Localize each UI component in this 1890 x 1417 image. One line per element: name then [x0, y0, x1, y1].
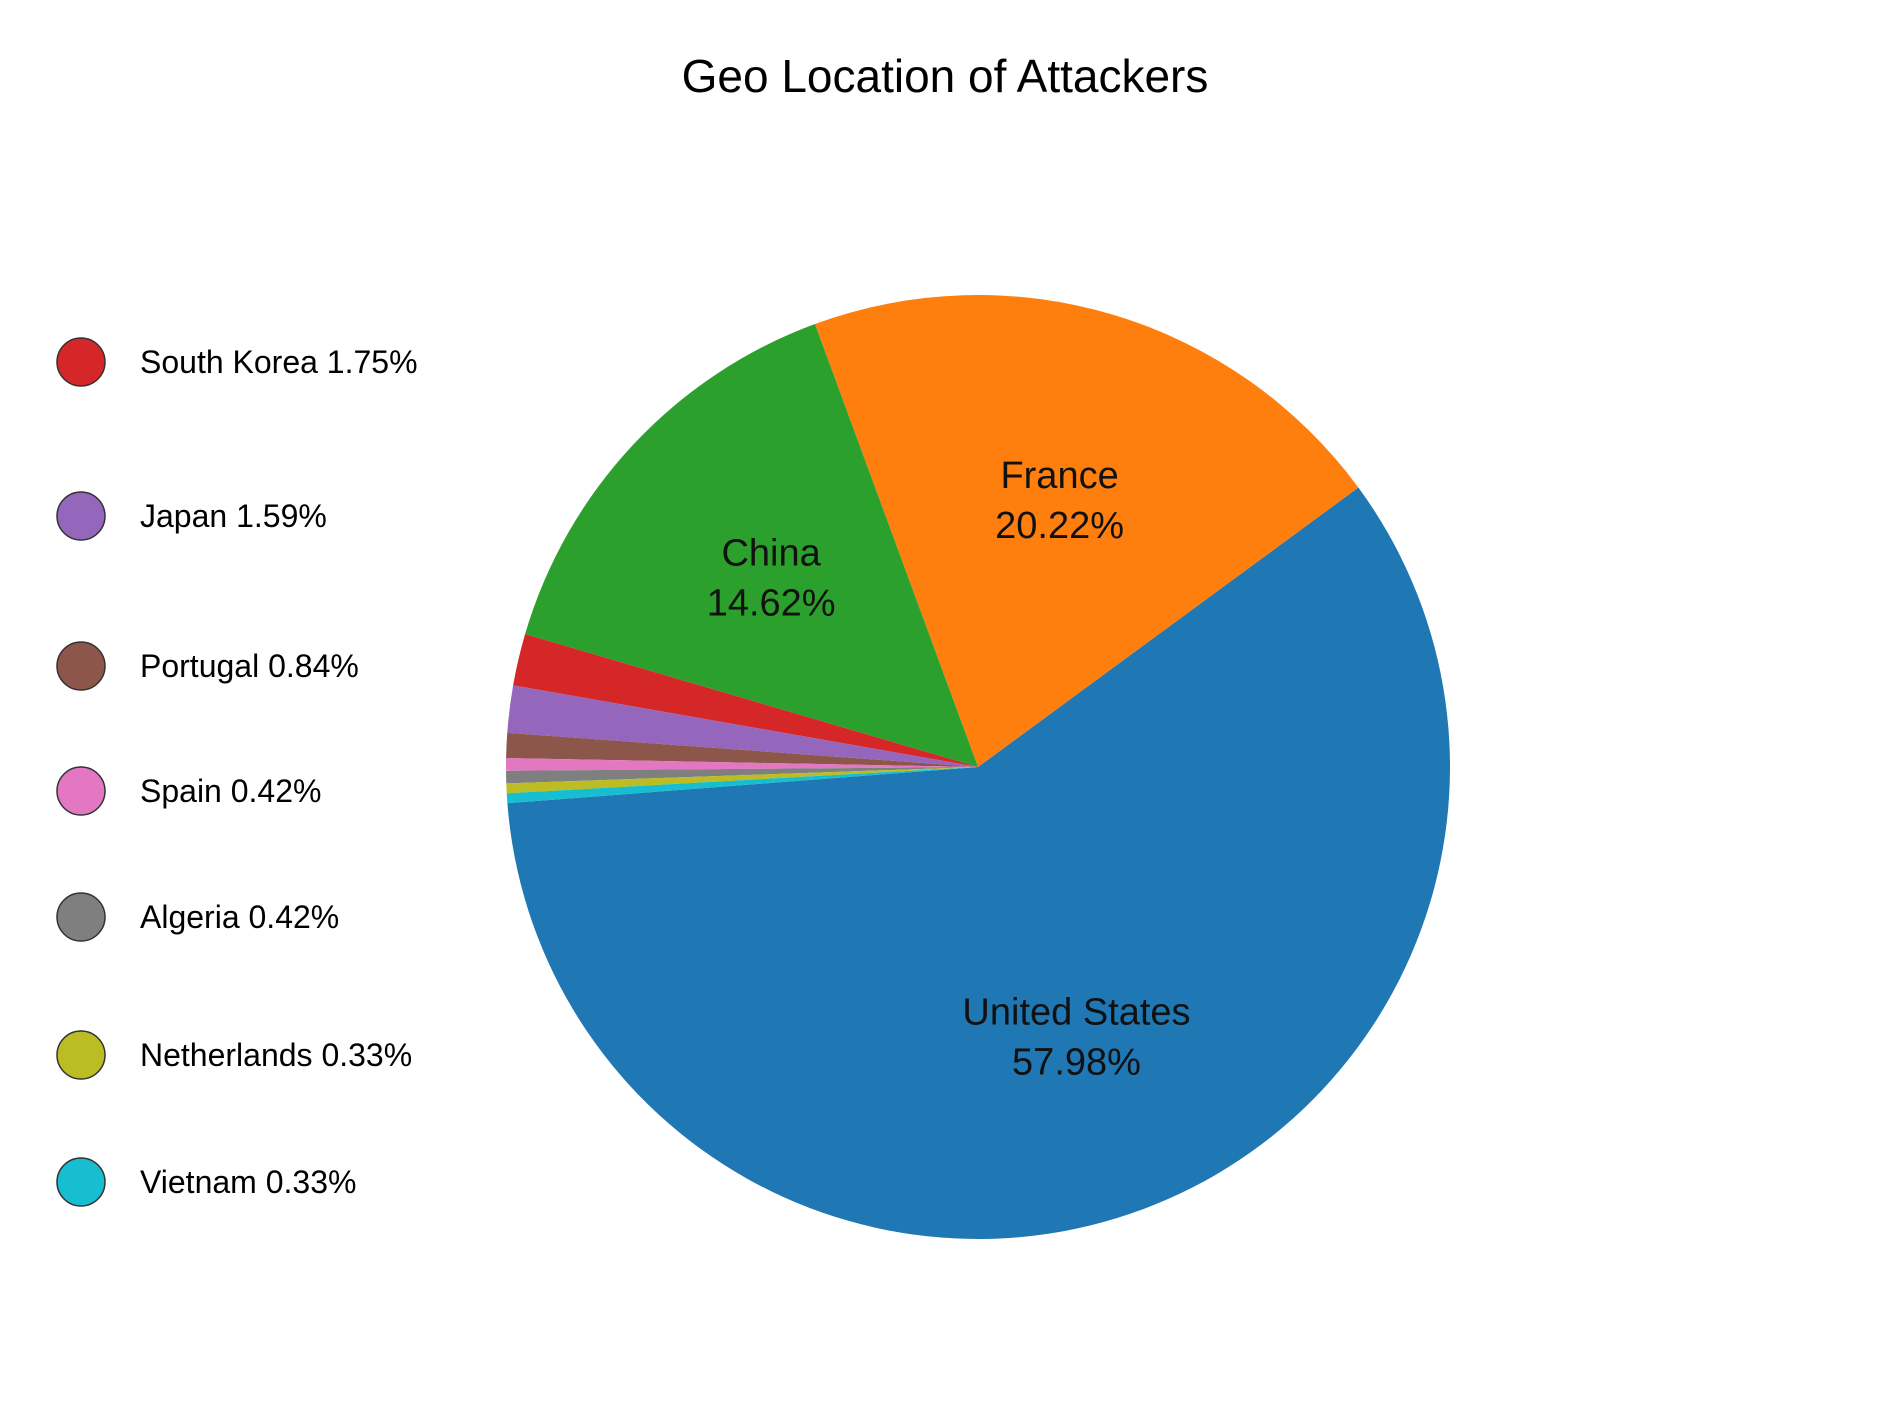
legend-swatch-0	[56, 337, 106, 387]
pie-slice-south-korea	[513, 634, 978, 767]
legend-label-2: Portugal 0.84%	[140, 648, 359, 684]
legend-swatch-6	[56, 1157, 106, 1207]
pie-slices	[506, 295, 1451, 1240]
legend-swatch-3	[56, 766, 106, 816]
legend-swatch-2	[56, 641, 106, 691]
pie-slice-algeria	[506, 767, 978, 784]
legend-label-4: Algeria 0.42%	[140, 899, 339, 935]
legend-swatch-5	[56, 1030, 106, 1080]
chart-title: Geo Location of Attackers	[682, 50, 1209, 102]
legend-swatch-4	[56, 892, 106, 942]
pie-slice-vietnam	[506, 767, 978, 804]
pie-labels: United States 57.98% France 20.22% China 14.6…	[707, 455, 1191, 1084]
pie-slice-portugal	[506, 732, 978, 767]
pie-slice-japan	[507, 685, 978, 767]
legend: South Korea 1.75% Japan 1.59% Portugal 0.8…	[56, 337, 418, 1207]
legend-label-5: Netherlands 0.33%	[140, 1037, 412, 1073]
pie-slice-united-states	[507, 487, 1451, 1240]
legend-label-1: Japan 1.59%	[140, 498, 327, 534]
slice-value-united-states: 57.98%	[1012, 1042, 1141, 1084]
pie-slice-netherlands	[506, 767, 978, 794]
slice-value-france: 20.22%	[995, 505, 1124, 547]
pie-slice-china	[525, 324, 978, 767]
slice-label-china: China	[721, 533, 821, 575]
pie-slice-spain	[506, 758, 978, 771]
slice-label-france: France	[1000, 455, 1118, 497]
slice-label-united-states: United States	[962, 992, 1190, 1034]
legend-label-3: Spain 0.42%	[140, 773, 321, 809]
legend-label-0: South Korea 1.75%	[140, 344, 418, 380]
legend-swatch-1	[56, 491, 106, 541]
slice-value-china: 14.62%	[707, 583, 836, 625]
legend-label-6: Vietnam 0.33%	[140, 1164, 356, 1200]
pie-slice-france	[814, 295, 1359, 767]
